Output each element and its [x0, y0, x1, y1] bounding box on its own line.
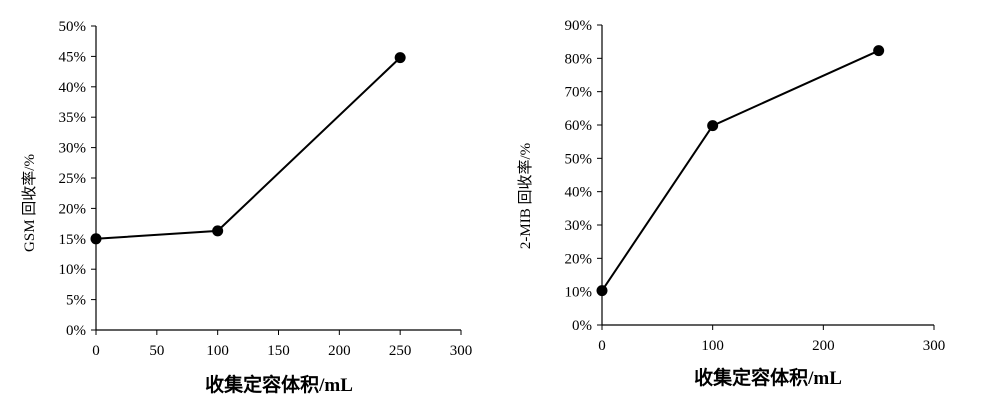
mib-y-tick-label: 80%	[565, 51, 593, 67]
mib-data-point	[596, 285, 608, 297]
gsm-recovery-chart: GSM 回收率/% 收集定容体积/mL 0% 5% 10% 15% 20% 25% 30% 3…	[21, 19, 472, 396]
gsm-y-tick-label: 15%	[59, 232, 87, 248]
gsm-x-tick-label: 0	[92, 343, 100, 359]
gsm-y-tick-label: 25%	[59, 171, 87, 187]
gsm-y-tick-label: 35%	[59, 110, 87, 126]
mib-y-tick-label: 50%	[565, 151, 593, 167]
mib-y-tick-label: 30%	[565, 218, 593, 234]
mib-data-point	[707, 120, 719, 132]
gsm-data-point	[90, 233, 102, 245]
mib-y-tick-label: 90%	[565, 18, 593, 34]
gsm-x-axis-label: 收集定容体积/mL	[205, 373, 353, 396]
gsm-y-tick-label: 30%	[59, 141, 87, 157]
gsm-data-point	[212, 225, 224, 237]
mib-x-tick-label: 200	[812, 338, 835, 354]
mib-recovery-chart: 2-MIB 回收率/% 收集定容体积/mL 0% 10% 20% 30% 40% 50% 6…	[517, 18, 945, 389]
gsm-series-line	[95, 56, 401, 240]
mib-y-axis-label: 2-MIB 回收率/%	[517, 143, 534, 249]
mib-x-tick-label: 300	[923, 338, 946, 354]
mib-data-point	[873, 45, 885, 57]
mib-y-tick-label: 40%	[565, 185, 593, 201]
gsm-data-point	[394, 52, 406, 64]
gsm-x-tick-label: 50	[149, 343, 164, 359]
mib-series-line	[601, 49, 880, 292]
gsm-y-tick-label: 10%	[59, 262, 87, 278]
gsm-x-tick-label: 300	[450, 343, 473, 359]
mib-y-tick-label: 0%	[572, 318, 592, 334]
gsm-x-tick-label: 250	[389, 343, 412, 359]
gsm-y-tick-label: 40%	[59, 80, 87, 96]
mib-y-tick-label: 20%	[565, 251, 593, 267]
mib-x-axis-label: 收集定容体积/mL	[694, 366, 842, 389]
mib-x-tick-label: 0	[598, 338, 606, 354]
gsm-x-tick-label: 150	[267, 343, 290, 359]
gsm-x-tick-label: 200	[328, 343, 351, 359]
gsm-x-tick-label: 100	[206, 343, 229, 359]
mib-x-tick-label: 100	[701, 338, 724, 354]
mib-y-tick-label: 60%	[565, 118, 593, 134]
gsm-y-tick-label: 0%	[66, 323, 86, 339]
gsm-y-tick-label: 5%	[66, 293, 86, 309]
gsm-y-tick-label: 45%	[59, 49, 87, 65]
mib-y-tick-label: 10%	[565, 285, 593, 301]
gsm-y-tick-label: 50%	[59, 19, 87, 35]
gsm-y-axis-label: GSM 回收率/%	[21, 154, 38, 252]
gsm-y-tick-label: 20%	[59, 201, 87, 217]
mib-y-tick-label: 70%	[565, 85, 593, 101]
